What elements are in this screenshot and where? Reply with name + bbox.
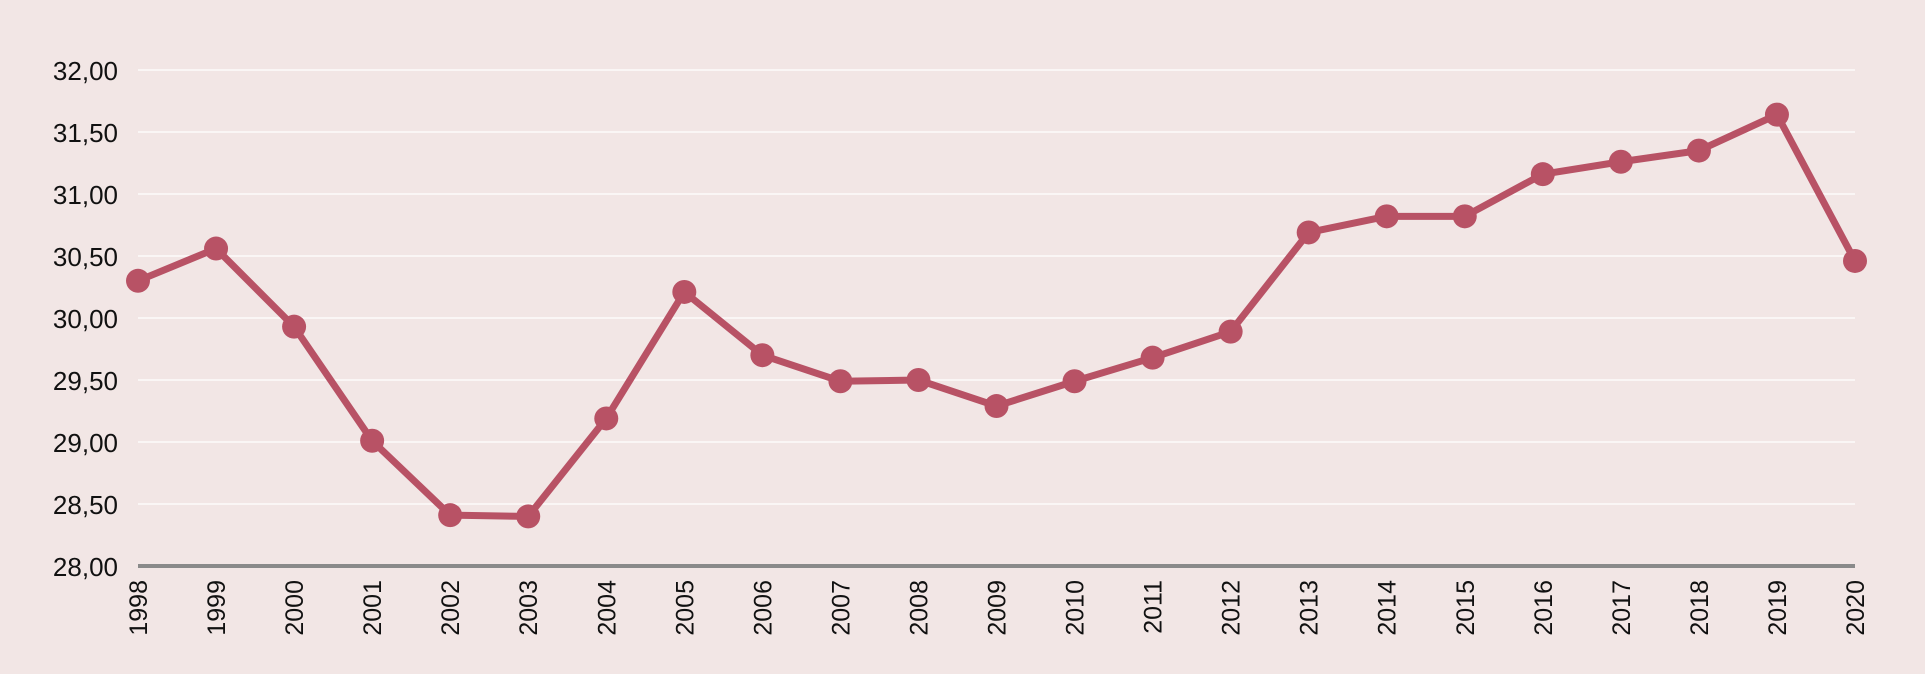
data-point [1374, 204, 1399, 229]
x-tick-label: 2017 [1608, 580, 1636, 636]
y-tick-label: 30,00 [53, 304, 118, 334]
data-point [750, 343, 775, 368]
y-tick-label: 31,50 [53, 118, 118, 148]
x-tick-label: 2003 [515, 580, 543, 636]
x-tick-label: 2008 [905, 580, 933, 636]
data-point [516, 504, 541, 529]
x-tick-label: 2006 [749, 580, 777, 636]
x-tick-label: 2020 [1842, 580, 1870, 636]
x-tick-label: 2010 [1062, 580, 1090, 636]
y-axis-ticks: 28,00 28,50 29,00 29,50 30,00 30,50 31,00 31,50… [53, 56, 118, 582]
x-tick-label: 2000 [281, 580, 309, 636]
grid-layer [138, 69, 1855, 505]
data-point [672, 279, 697, 304]
y-tick-label: 28,50 [53, 490, 118, 520]
x-tick-label: 2015 [1452, 580, 1480, 636]
data-point [594, 406, 619, 431]
data-point [1140, 345, 1165, 370]
data-point [1764, 102, 1789, 127]
x-tick-label: 2002 [437, 580, 465, 636]
x-tick-label: 2007 [827, 580, 855, 636]
series-line [134, 111, 1859, 520]
x-tick-label: 2004 [593, 580, 621, 636]
x-tick-label: 2019 [1764, 580, 1792, 636]
x-tick-label: 2009 [984, 580, 1012, 636]
y-tick-label: 31,00 [53, 180, 118, 210]
series-layer [126, 102, 1867, 529]
data-point [828, 369, 853, 394]
data-point [438, 503, 463, 528]
y-tick-label: 32,00 [53, 56, 118, 86]
data-point [126, 268, 150, 293]
x-tick-label: 2013 [1296, 580, 1324, 636]
data-point [984, 394, 1009, 419]
data-point [1843, 248, 1867, 273]
y-tick-label: 30,50 [53, 242, 118, 272]
x-tick-label: 2018 [1686, 580, 1714, 636]
x-tick-label: 2012 [1218, 580, 1246, 636]
data-point [1062, 369, 1087, 394]
data-point [360, 428, 385, 453]
y-tick-label: 28,00 [53, 552, 118, 582]
x-tick-label: 2016 [1530, 580, 1558, 636]
x-tick-label: 1999 [203, 580, 231, 636]
y-tick-label: 29,00 [53, 428, 118, 458]
data-point [1686, 138, 1711, 163]
x-tick-label: 2005 [671, 580, 699, 636]
x-tick-label: 2014 [1374, 580, 1402, 636]
y-tick-label: 29,50 [53, 366, 118, 396]
data-point [1296, 220, 1321, 245]
data-point [1530, 162, 1555, 187]
data-point [204, 236, 229, 261]
data-point [282, 314, 307, 339]
x-tick-label: 1998 [125, 580, 153, 636]
x-tick-label: 2011 [1140, 580, 1168, 634]
data-point [1218, 319, 1243, 344]
data-point [906, 368, 931, 392]
x-tick-label: 2001 [359, 580, 387, 636]
x-axis-ticks: 1998 1999 2000 2001 2002 2003 2004 2005 2006 2007… [125, 580, 1870, 636]
data-point [1608, 149, 1633, 174]
data-point [1452, 204, 1477, 229]
